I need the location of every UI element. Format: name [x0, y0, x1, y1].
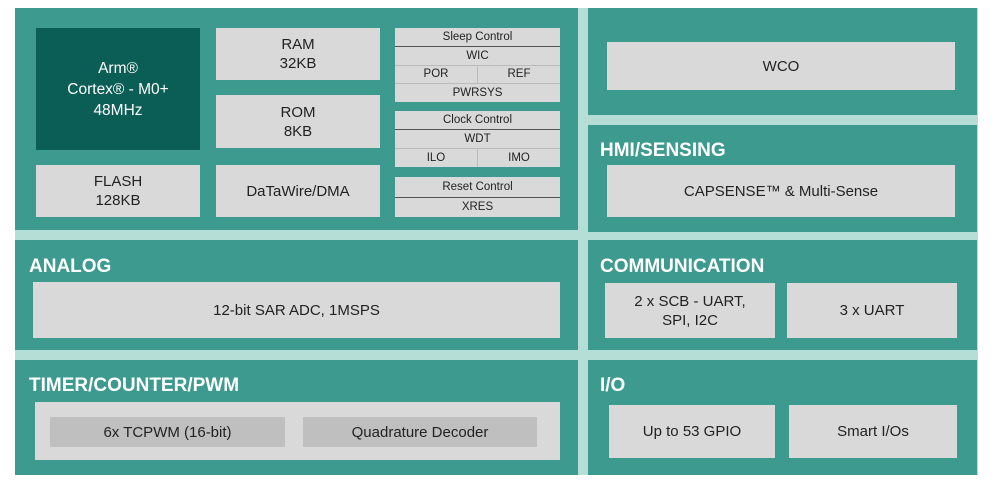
- xres: XRES: [461, 201, 494, 214]
- cpu-line: 48MHz: [93, 101, 143, 119]
- capsense-block: CAPSENSE™ & Multi-Sense: [607, 165, 955, 217]
- clock-control-title: Clock Control: [395, 111, 560, 130]
- smart-io-block: Smart I/Os: [789, 405, 957, 458]
- flash-label: FLASH: [93, 173, 143, 190]
- por: POR: [395, 65, 478, 84]
- ram-block: RAM 32KB: [216, 28, 380, 80]
- hmi-title: HMI/SENSING: [600, 140, 726, 161]
- flash-size: 128KB: [95, 192, 141, 209]
- scb-line: 2 x SCB - UART,: [634, 292, 746, 310]
- io-title: I/O: [600, 375, 626, 396]
- rom-size: 8KB: [283, 122, 313, 140]
- clock-control-block: Clock Control WDT ILO IMO: [395, 111, 560, 167]
- analog-title: ANALOG: [29, 256, 112, 277]
- ram-size: 32KB: [279, 55, 317, 72]
- communication-title: COMMUNICATION: [600, 256, 765, 277]
- por-ref-row: POR REF: [395, 64, 560, 84]
- reset-control-title: Reset Control: [395, 177, 560, 198]
- ref: REF: [507, 68, 531, 81]
- flash-block: FLASH 128KB: [36, 165, 200, 217]
- pwrsys: PWRSYS: [395, 83, 560, 102]
- tcpwm-block: 6x TCPWM (16-bit): [50, 417, 285, 447]
- quadrature-decoder-block: Quadrature Decoder: [303, 417, 537, 447]
- scb-line: SPI, I2C: [662, 311, 718, 329]
- ilo-imo-row: ILO IMO: [395, 148, 560, 167]
- rom-label: ROM: [280, 103, 316, 121]
- sleep-control-block: Sleep Control WIC POR REF PWRSYS: [395, 28, 560, 102]
- adc-block: 12-bit SAR ADC, 1MSPS: [33, 282, 560, 338]
- wco-block: WCO: [607, 42, 955, 90]
- ilo: ILO: [395, 149, 478, 167]
- wdt: WDT: [464, 133, 491, 145]
- scb-block: 2 x SCB - UART, SPI, I2C: [605, 283, 775, 338]
- gpio-block: Up to 53 GPIO: [609, 405, 775, 458]
- cpu-block: Arm® Cortex® - M0+ 48MHz: [36, 28, 200, 150]
- sleep-control-title: Sleep Control: [395, 28, 560, 47]
- cpu-line: Cortex® - M0+: [67, 80, 169, 98]
- reset-control-block: Reset Control XRES: [395, 177, 560, 217]
- wic: WIC: [466, 49, 489, 62]
- dma-block: DaTaWire/DMA: [216, 165, 380, 217]
- rom-block: ROM 8KB: [216, 95, 380, 148]
- ram-label: RAM: [281, 36, 315, 53]
- uart-block: 3 x UART: [787, 283, 957, 338]
- timer-title: TIMER/COUNTER/PWM: [29, 375, 240, 396]
- imo: IMO: [508, 152, 530, 164]
- cpu-line: Arm®: [98, 59, 138, 77]
